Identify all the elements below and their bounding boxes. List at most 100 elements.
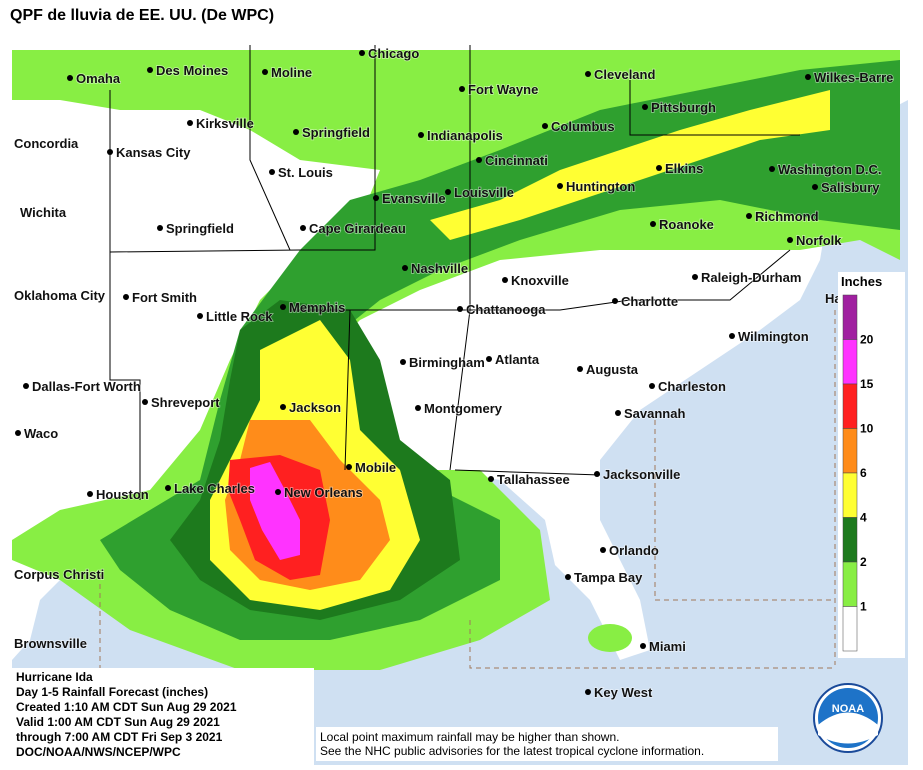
city-dot (542, 123, 548, 129)
city-label: Huntington (566, 179, 635, 194)
legend-swatch (842, 517, 858, 563)
city-label: Omaha (76, 71, 121, 86)
city-dot (147, 67, 153, 73)
legend-bar: 20 15 10 6 4 2 1 (842, 294, 874, 652)
city-label: St. Louis (278, 165, 333, 180)
city-dot (445, 189, 451, 195)
legend-title: Inches (841, 274, 882, 289)
border (109, 45, 376, 253)
zone-line (654, 420, 835, 601)
city-dot (612, 298, 618, 304)
city-label: Concordia (14, 136, 79, 151)
rain-4in (430, 90, 830, 240)
legend-swatch (842, 561, 858, 607)
city-label: Montgomery (424, 401, 503, 416)
city-label: Cincinnati (485, 153, 548, 168)
city-label: Wilkes-Barre (814, 70, 893, 85)
rain-1in (588, 624, 632, 652)
city-label: New Orleans (284, 485, 363, 500)
city-dot (373, 195, 379, 201)
city-label: Springfield (302, 125, 370, 140)
city-label: Raleigh-Durham (701, 270, 801, 285)
legend-swatch (842, 472, 858, 518)
city-dot (262, 69, 268, 75)
city-dot (787, 237, 793, 243)
city-dot (402, 265, 408, 271)
city-dot (746, 213, 752, 219)
legend-label: 4 (860, 511, 867, 525)
info-line: Valid 1:00 AM CDT Sun Aug 29 2021 (16, 715, 220, 729)
city-label: Brownsville (14, 636, 87, 651)
city-label: Pittsburgh (651, 100, 716, 115)
city-dot (187, 120, 193, 126)
city-label: Fort Wayne (468, 82, 538, 97)
city-dot (280, 304, 286, 310)
city-dot (23, 383, 29, 389)
city-label: Waco (24, 426, 58, 441)
city-label: Springfield (166, 221, 234, 236)
border (109, 90, 141, 500)
city-dot (300, 225, 306, 231)
city-dot (565, 574, 571, 580)
city-label: Salisbury (821, 180, 880, 195)
city-label: Mobile (355, 460, 396, 475)
city-label: Evansville (382, 191, 446, 206)
city-label: Tampa Bay (574, 570, 643, 585)
city-label: Birmingham (409, 355, 485, 370)
logo-wave (818, 712, 878, 744)
city-label: Savannah (624, 406, 685, 421)
legend-swatch (842, 383, 858, 429)
city-label: Atlanta (495, 352, 540, 367)
city-dot (585, 71, 591, 77)
city-label: Lake Charles (174, 481, 255, 496)
city-label: Wilmington (738, 329, 809, 344)
border (454, 469, 601, 476)
city-dot (650, 221, 656, 227)
city-label: Charleston (658, 379, 726, 394)
city-label: Corpus Christi (14, 567, 104, 582)
city-dot (577, 366, 583, 372)
border (290, 249, 791, 311)
city-label: Columbus (551, 119, 615, 134)
city-dot (594, 471, 600, 477)
city-dot (415, 405, 421, 411)
city-dot (123, 294, 129, 300)
city-dot (557, 183, 563, 189)
city-label: Cleveland (594, 67, 655, 82)
city-label: Fort Smith (132, 290, 197, 305)
info-line: DOC/NOAA/NWS/NCEP/WPC (16, 745, 181, 759)
city-label: Moline (271, 65, 312, 80)
city-dot (400, 359, 406, 365)
city-label: Norfolk (796, 233, 842, 248)
info-line: Day 1-5 Rainfall Forecast (inches) (16, 685, 208, 699)
note-line: Local point maximum rainfall may be high… (320, 730, 619, 744)
note-bg (316, 727, 778, 761)
city-dot (275, 489, 281, 495)
city-dot (346, 464, 352, 470)
city-label: Washington D.C. (778, 162, 882, 177)
city-label: Orlando (609, 543, 659, 558)
info-line: Hurricane Ida (16, 670, 93, 684)
legend-swatch (842, 294, 858, 340)
city-label: Jacksonville (603, 467, 680, 482)
city-dot (15, 430, 21, 436)
city-label: Chattanooga (466, 302, 546, 317)
city-label: Kirksville (196, 116, 254, 131)
city-dot (486, 356, 492, 362)
city-label: Roanoke (659, 217, 714, 232)
city-dot (615, 410, 621, 416)
city-dot (157, 225, 163, 231)
legend-label: 20 (860, 333, 874, 347)
city-dot (87, 491, 93, 497)
border (344, 309, 351, 471)
city-label: Oklahoma City (14, 288, 106, 303)
marine-zones (99, 310, 836, 669)
city-label: Louisville (454, 185, 514, 200)
info-bg (12, 668, 314, 765)
city-label: Elkins (665, 161, 703, 176)
info-line: Created 1:10 AM CDT Sun Aug 29 2021 (16, 700, 237, 714)
legend-swatch (842, 606, 858, 652)
city-dot (805, 74, 811, 80)
city-label: Shreveport (151, 395, 220, 410)
